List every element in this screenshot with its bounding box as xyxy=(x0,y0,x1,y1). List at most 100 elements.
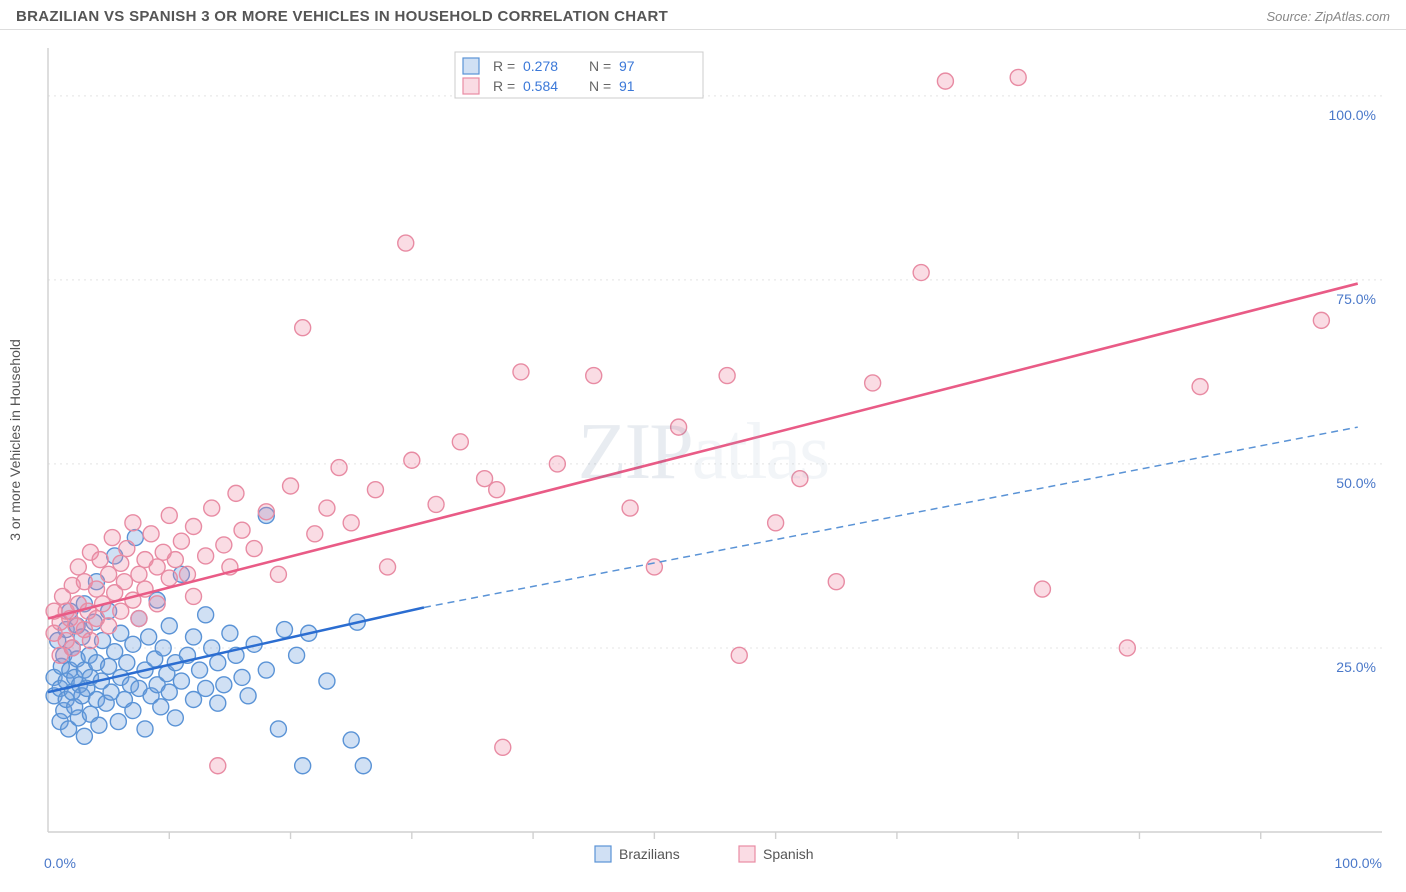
y-tick-label: 75.0% xyxy=(1336,291,1376,307)
legend-n-label: N = xyxy=(589,78,611,94)
scatter-point xyxy=(167,552,183,568)
scatter-point xyxy=(331,460,347,476)
scatter-point xyxy=(141,629,157,645)
scatter-point xyxy=(198,548,214,564)
source-attribution: Source: ZipAtlas.com xyxy=(1266,9,1390,24)
scatter-point xyxy=(125,515,141,531)
scatter-point xyxy=(64,640,80,656)
scatter-point xyxy=(204,500,220,516)
scatter-point xyxy=(913,265,929,281)
scatter-point xyxy=(143,526,159,542)
scatter-point xyxy=(113,555,129,571)
scatter-point xyxy=(398,235,414,251)
chart-title: BRAZILIAN VS SPANISH 3 OR MORE VEHICLES … xyxy=(16,8,668,25)
scatter-point xyxy=(192,662,208,678)
scatter-point xyxy=(289,647,305,663)
scatter-point xyxy=(70,559,86,575)
scatter-point xyxy=(131,611,147,627)
scatter-point xyxy=(210,695,226,711)
scatter-point xyxy=(622,500,638,516)
header-divider xyxy=(0,29,1406,30)
scatter-point xyxy=(179,566,195,582)
scatter-point xyxy=(1192,379,1208,395)
series-legend-label: Brazilians xyxy=(619,846,680,862)
scatter-point xyxy=(452,434,468,450)
scatter-point xyxy=(380,559,396,575)
scatter-point xyxy=(319,673,335,689)
scatter-point xyxy=(828,574,844,590)
scatter-point xyxy=(186,588,202,604)
scatter-point xyxy=(173,533,189,549)
scatter-point xyxy=(1010,69,1026,85)
series-legend-label: Spanish xyxy=(763,846,814,862)
scatter-point xyxy=(92,552,108,568)
scatter-point xyxy=(110,714,126,730)
scatter-point xyxy=(228,485,244,501)
legend-n-value: 91 xyxy=(619,78,635,94)
scatter-point xyxy=(1034,581,1050,597)
scatter-point xyxy=(149,596,165,612)
scatter-point xyxy=(937,73,953,89)
legend-r-value: 0.278 xyxy=(523,58,558,74)
scatter-point xyxy=(153,699,169,715)
scatter-point xyxy=(210,655,226,671)
y-axis-label: 3 or more Vehicles in Household xyxy=(7,339,23,541)
scatter-point xyxy=(367,482,383,498)
scatter-point xyxy=(161,507,177,523)
scatter-point xyxy=(719,368,735,384)
scatter-point xyxy=(119,655,135,671)
scatter-point xyxy=(125,703,141,719)
scatter-point xyxy=(319,500,335,516)
scatter-point xyxy=(671,419,687,435)
scatter-point xyxy=(307,526,323,542)
scatter-point xyxy=(198,607,214,623)
scatter-point xyxy=(131,566,147,582)
y-tick-label: 25.0% xyxy=(1336,659,1376,675)
x-min-label: 0.0% xyxy=(44,855,76,871)
scatter-point xyxy=(234,522,250,538)
scatter-point xyxy=(276,622,292,638)
scatter-point xyxy=(173,673,189,689)
scatter-point xyxy=(428,496,444,512)
scatter-point xyxy=(186,629,202,645)
scatter-point xyxy=(198,680,214,696)
scatter-point xyxy=(258,504,274,520)
scatter-point xyxy=(89,581,105,597)
legend-r-value: 0.584 xyxy=(523,78,558,94)
scatter-point xyxy=(216,677,232,693)
y-tick-label: 100.0% xyxy=(1329,107,1376,123)
scatter-point xyxy=(216,537,232,553)
scatter-point xyxy=(137,721,153,737)
scatter-point xyxy=(125,636,141,652)
scatter-point xyxy=(270,566,286,582)
scatter-point xyxy=(731,647,747,663)
scatter-point xyxy=(91,717,107,733)
scatter-point xyxy=(161,570,177,586)
scatter-point xyxy=(343,515,359,531)
y-tick-label: 50.0% xyxy=(1336,475,1376,491)
scatter-point xyxy=(495,739,511,755)
scatter-point xyxy=(343,732,359,748)
scatter-point xyxy=(549,456,565,472)
scatter-point xyxy=(210,758,226,774)
scatter-point xyxy=(234,669,250,685)
scatter-point xyxy=(404,452,420,468)
scatter-point xyxy=(186,518,202,534)
scatter-chart: 25.0%50.0%75.0%100.0%0.0%100.0%3 or more… xyxy=(0,32,1406,882)
scatter-point xyxy=(116,574,132,590)
scatter-point xyxy=(82,633,98,649)
legend-r-label: R = xyxy=(493,58,515,74)
legend-r-label: R = xyxy=(493,78,515,94)
legend-n-label: N = xyxy=(589,58,611,74)
scatter-point xyxy=(283,478,299,494)
scatter-point xyxy=(792,471,808,487)
scatter-point xyxy=(246,541,262,557)
scatter-point xyxy=(270,721,286,737)
scatter-point xyxy=(76,728,92,744)
scatter-point xyxy=(161,618,177,634)
scatter-point xyxy=(355,758,371,774)
scatter-point xyxy=(295,758,311,774)
scatter-point xyxy=(768,515,784,531)
scatter-point xyxy=(101,618,117,634)
scatter-point xyxy=(513,364,529,380)
